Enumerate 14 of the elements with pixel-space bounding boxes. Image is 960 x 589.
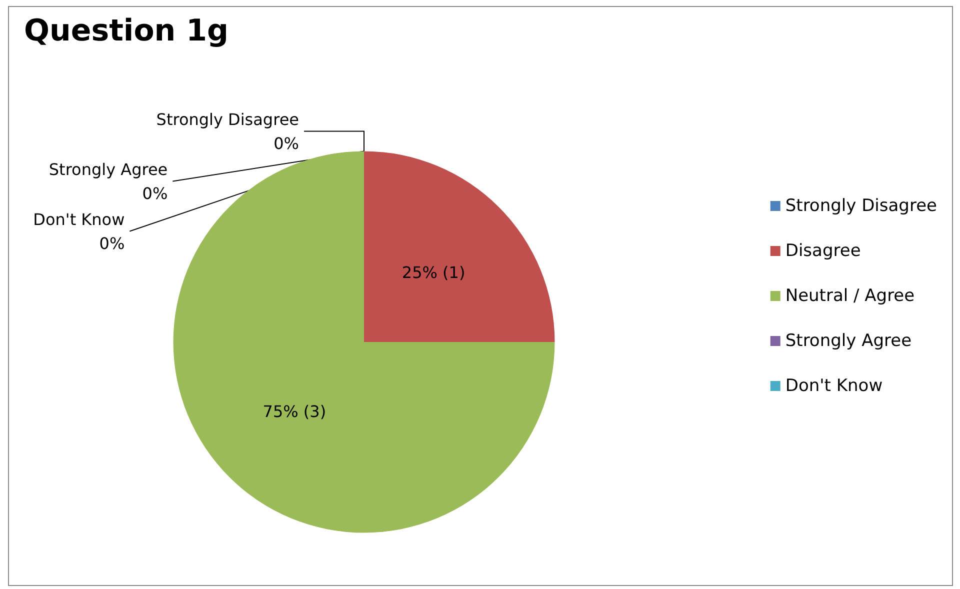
text: 0% xyxy=(142,184,168,203)
text: 0% xyxy=(99,234,125,253)
category-label: Strongly Agree xyxy=(48,160,168,179)
legend-label: Strongly Agree xyxy=(785,331,912,351)
category-label: Strongly Disagree xyxy=(156,110,299,129)
legend-label: Disagree xyxy=(785,241,861,261)
text: 0% xyxy=(274,134,299,153)
legend-label: Don't Know xyxy=(785,376,883,396)
data-label: 25% (1) xyxy=(402,262,466,282)
legend-label: Neutral / Agree xyxy=(785,286,915,306)
chart-title: Question 1g xyxy=(24,14,228,48)
legend-label: Strongly Disagree xyxy=(785,196,937,216)
data-label: 75% (3) xyxy=(262,402,326,422)
category-label: Don't Know xyxy=(33,210,125,229)
